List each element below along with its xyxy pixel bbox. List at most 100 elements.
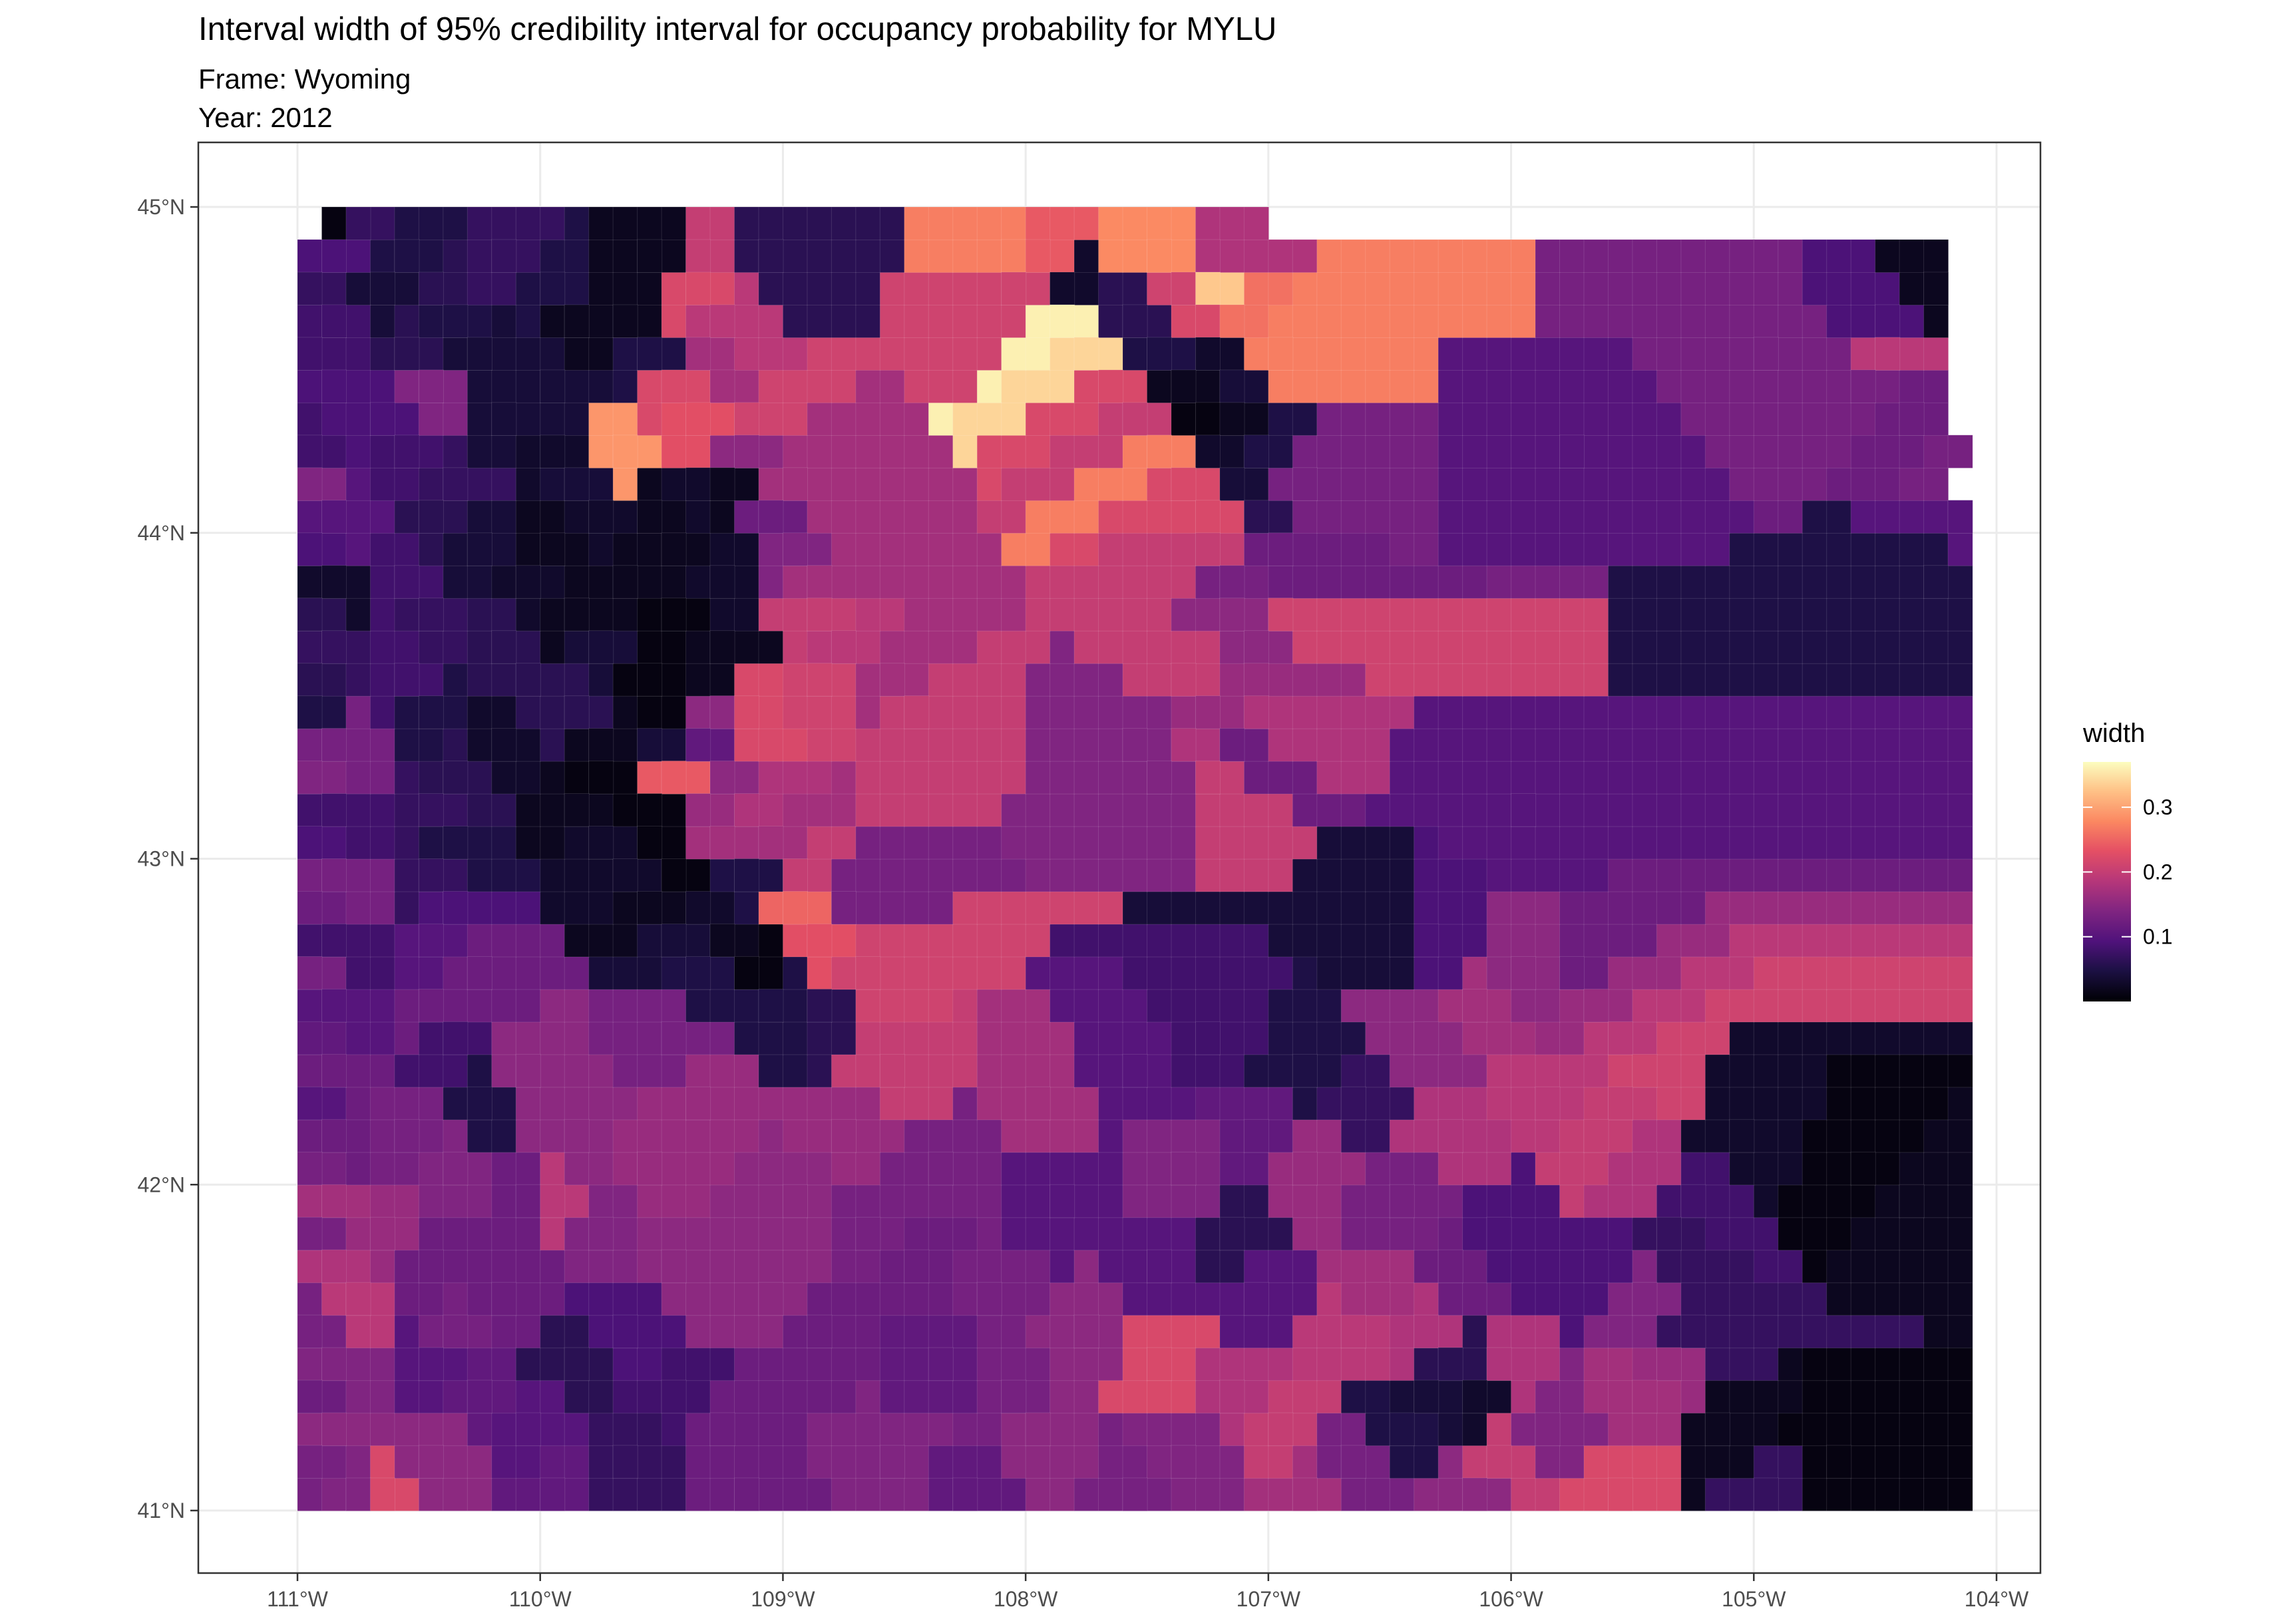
grid-cell: [588, 1053, 614, 1088]
data-cell: [321, 1184, 347, 1218]
grid-cell: [1729, 695, 1755, 729]
grid-cell: [782, 1119, 809, 1153]
grid-cell: [1632, 565, 1658, 599]
grid-cell: [345, 890, 371, 925]
grid-cell: [1316, 1282, 1342, 1316]
grid-cell: [588, 206, 614, 241]
grid-cell: [1292, 695, 1318, 729]
grid-cell: [1365, 1053, 1391, 1088]
grid-cell: [782, 1216, 809, 1251]
grid-cell: [1778, 630, 1804, 664]
grid-cell: [540, 206, 566, 241]
grid-cell: [1414, 956, 1439, 990]
grid-cell: [952, 532, 978, 566]
grid-cell: [1292, 1216, 1318, 1251]
grid-cell: [1414, 1347, 1439, 1381]
grid-cell: [1462, 1445, 1488, 1479]
grid-cell: [321, 1282, 347, 1316]
grid-cell: [1025, 598, 1051, 631]
grid-cell: [1583, 761, 1609, 795]
grid-cell: [904, 1119, 930, 1153]
grid-cell: [418, 239, 444, 273]
grid-cell: [588, 1151, 614, 1186]
grid-cell: [467, 500, 492, 534]
grid-cell: [928, 402, 954, 436]
grid-cell: [467, 1412, 492, 1447]
grid-cell: [297, 858, 323, 892]
grid-cell: [782, 1053, 809, 1088]
grid-cell: [1680, 500, 1706, 534]
grid-cell: [443, 728, 469, 762]
data-cell: [1219, 1379, 1245, 1414]
grid-cell: [928, 206, 954, 241]
grid-cell: [1243, 1021, 1269, 1055]
grid-cell: [1729, 435, 1755, 468]
grid-cell: [1316, 1119, 1342, 1153]
grid-cell: [928, 532, 954, 566]
grid-cell: [1899, 761, 1925, 795]
grid-cell: [1292, 858, 1318, 892]
grid-cell: [1535, 1347, 1561, 1381]
data-cell: [904, 1249, 930, 1284]
grid-cell: [1243, 1184, 1269, 1218]
grid-cell: [588, 1379, 614, 1414]
grid-cell: [491, 988, 517, 1023]
grid-cell: [928, 500, 954, 534]
grid-cell: [418, 630, 444, 664]
grid-cell: [637, 1249, 663, 1284]
grid-cell: [1243, 793, 1269, 827]
grid-cell: [831, 206, 857, 241]
grid-cell: [1850, 890, 1876, 925]
data-cell: [1195, 337, 1221, 371]
grid-cell: [1365, 1412, 1391, 1447]
grid-cell: [1850, 826, 1876, 860]
grid-cell: [588, 271, 614, 306]
grid-cell: [807, 956, 833, 990]
grid-cell: [1704, 890, 1730, 925]
grid-cell: [952, 1282, 978, 1316]
grid-cell: [394, 271, 420, 306]
grid-cell: [1826, 1119, 1852, 1153]
data-cell: [685, 467, 711, 501]
grid-cell: [952, 467, 978, 501]
grid-cell: [1001, 826, 1027, 860]
data-cell: [297, 956, 323, 990]
grid-cell: [637, 402, 663, 436]
grid-cell: [733, 1184, 760, 1218]
grid-cell: [564, 1412, 590, 1447]
grid-cell: [443, 369, 469, 403]
grid-cell: [1073, 467, 1099, 501]
grid-cell: [709, 598, 735, 631]
grid-cell: [1875, 532, 1901, 566]
grid-cell: [1778, 402, 1804, 436]
grid-cell: [588, 663, 614, 697]
grid-cell: [1268, 1249, 1294, 1284]
grid-cell: [1875, 1282, 1901, 1316]
grid-cell: [1462, 1184, 1488, 1218]
grid-cell: [1583, 1184, 1609, 1218]
grid-cell: [443, 337, 469, 371]
grid-cell: [1802, 1184, 1827, 1218]
grid-cell: [443, 271, 469, 306]
grid-cell: [637, 369, 663, 403]
grid-cell: [879, 1314, 905, 1349]
grid-cell: [467, 1119, 492, 1153]
grid-cell: [807, 630, 833, 664]
grid-cell: [394, 695, 420, 729]
grid-cell: [904, 1379, 930, 1414]
grid-cell: [1219, 206, 1245, 241]
data-cell: [612, 858, 638, 892]
grid-cell: [1923, 1021, 1949, 1055]
grid-cell: [1923, 598, 1949, 631]
grid-cell: [1365, 923, 1391, 958]
grid-cell: [1050, 1347, 1075, 1381]
grid-cell: [1025, 663, 1051, 697]
grid-cell: [879, 630, 905, 664]
grid-cell: [345, 402, 371, 436]
grid-cell: [443, 1347, 469, 1381]
grid-cell: [1947, 598, 1973, 631]
grid-cell: [612, 337, 638, 371]
grid-cell: [588, 239, 614, 273]
data-cell: [321, 630, 347, 664]
grid-cell: [1025, 988, 1051, 1023]
